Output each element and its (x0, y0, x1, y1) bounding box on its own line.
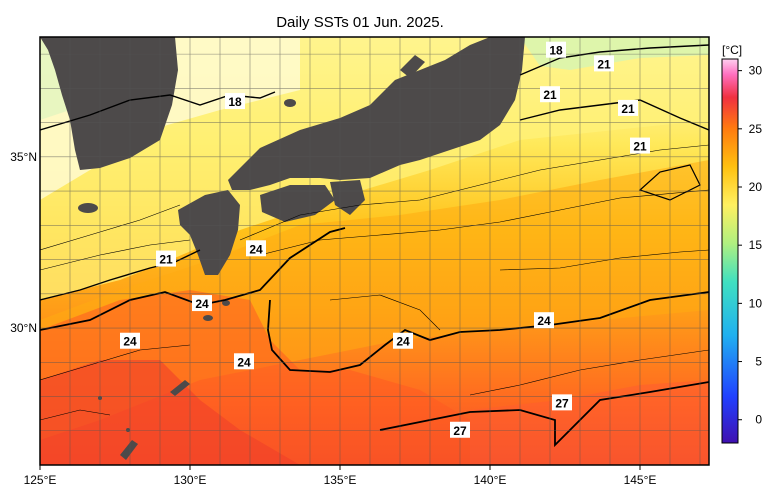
lat-tick-label: 30°N (10, 321, 37, 335)
svg-text:18: 18 (228, 95, 242, 109)
jeju-island (78, 203, 98, 213)
svg-text:24: 24 (195, 297, 209, 311)
isotherm-label: 21 (618, 99, 638, 116)
colorbar-tick-label: 20 (749, 180, 763, 194)
map-title: Daily SSTs 01 Jun. 2025. (276, 14, 444, 31)
isotherm-label: 21 (630, 137, 650, 154)
isotherm-label: 24 (534, 312, 554, 329)
okinawa-island (120, 440, 138, 460)
svg-text:24: 24 (249, 242, 263, 256)
colorbar: [°C] 30 25 20 15 10 5 0 (721, 43, 762, 444)
isotherm-label: 18 (546, 41, 566, 58)
noto-peninsula (400, 55, 425, 78)
isotherm-label: 24 (246, 240, 266, 257)
isotherm-label: 24 (192, 295, 212, 312)
lon-tick-label: 140°E (474, 473, 507, 487)
isotherm-18-west (40, 91, 276, 131)
isotherm-label: 21 (540, 86, 560, 103)
graticule (40, 37, 709, 465)
isotherm-label: 18 (225, 93, 245, 110)
svg-text:21: 21 (633, 140, 647, 154)
svg-text:24: 24 (537, 314, 551, 328)
isotherm-27 (379, 381, 709, 448)
kii-peninsula (330, 180, 365, 215)
isotherm-label: 24 (120, 332, 140, 349)
lon-axis: 125°E 130°E 135°E 140°E 145°E (24, 465, 657, 487)
isotherm-label: 24 (234, 353, 254, 370)
svg-text:21: 21 (621, 102, 635, 116)
honshu (228, 37, 525, 190)
korea-landmass (40, 37, 178, 170)
svg-text:21: 21 (159, 253, 173, 267)
oki-islands (284, 99, 296, 107)
colorbar-scale (721, 58, 739, 444)
land (40, 37, 525, 460)
lat-tick-label: 35°N (10, 150, 37, 164)
plot-frame (39, 36, 710, 466)
kyushu (178, 190, 240, 275)
colorbar-tick-label: 5 (755, 355, 762, 369)
svg-text:24: 24 (396, 335, 410, 349)
lon-tick-label: 145°E (624, 473, 657, 487)
isotherm-label: 27 (450, 421, 470, 438)
lat-axis: 35°N 30°N (10, 150, 37, 335)
lon-tick-label: 135°E (324, 473, 357, 487)
shikoku (260, 185, 335, 222)
colorbar-tick-label: 0 (755, 413, 762, 427)
isotherm-labels: 18 18 21 21 21 21 21 24 24 24 24 24 24 27 27 (120, 41, 650, 438)
svg-text:21: 21 (597, 57, 611, 71)
lon-tick-label: 125°E (24, 473, 57, 487)
colorbar-unit: [°C] (722, 43, 742, 57)
lon-tick-label: 130°E (174, 473, 207, 487)
colorbar-tick-label: 25 (749, 122, 763, 136)
svg-text:21: 21 (543, 88, 557, 102)
svg-text:24: 24 (123, 335, 137, 349)
isotherm-label: 27 (552, 394, 572, 411)
svg-text:18: 18 (549, 44, 563, 58)
amami-island (170, 380, 190, 396)
colorbar-ticks: 30 25 20 15 10 5 0 (738, 64, 762, 427)
colorbar-tick-label: 10 (749, 296, 763, 310)
isotherm-label: 21 (594, 55, 614, 72)
svg-text:27: 27 (453, 424, 467, 438)
isotherm-24-south (267, 291, 709, 373)
isotherm-18-east (519, 44, 709, 76)
colorbar-tick-label: 15 (749, 238, 763, 252)
colorbar-tick-label: 30 (749, 64, 763, 78)
isotherm-label: 24 (393, 332, 413, 349)
svg-text:27: 27 (555, 396, 569, 410)
svg-text:24: 24 (237, 355, 251, 369)
isotherm-label: 21 (156, 250, 176, 267)
